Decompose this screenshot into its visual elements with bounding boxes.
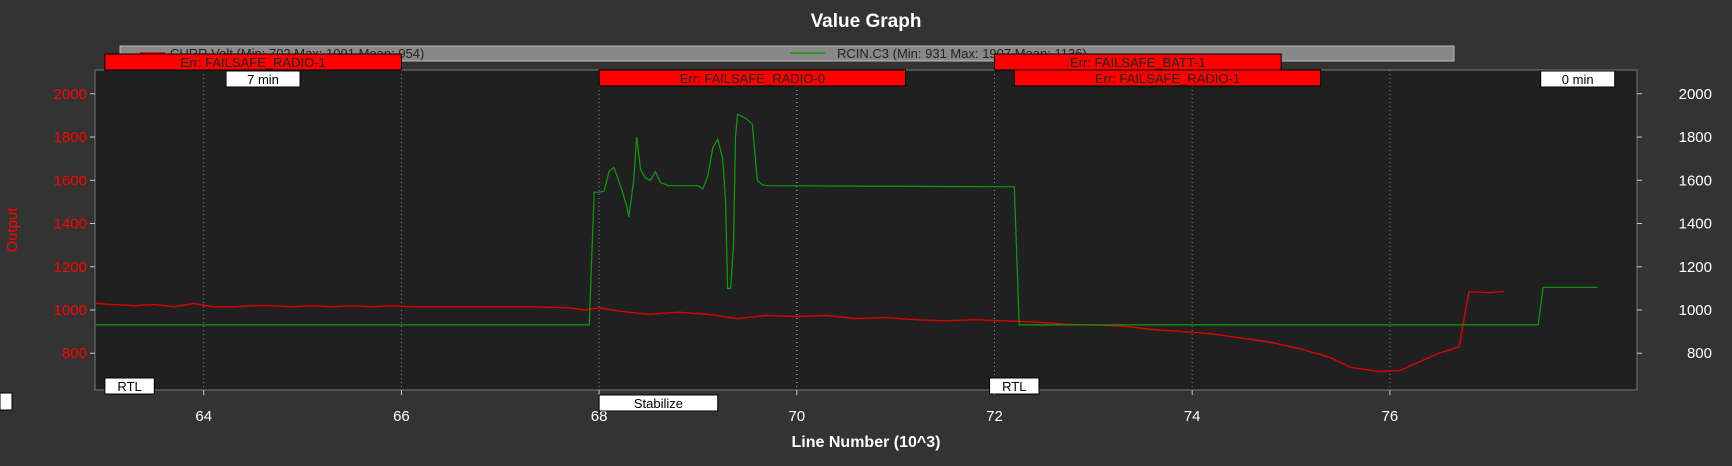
error-label: Err: FAILSAFE_RADIO-1 <box>181 55 326 70</box>
y-tick-label-left: 800 <box>62 345 87 362</box>
y-axis-label: Output <box>4 207 21 253</box>
x-tick-label: 66 <box>393 408 410 425</box>
y-tick-label-right: 1800 <box>1679 129 1712 146</box>
mode-label: Stabilize <box>634 396 683 411</box>
x-tick-label: 70 <box>788 408 805 425</box>
y-tick-label-right: 1200 <box>1679 259 1712 276</box>
error-label: Err: FAILSAFE_RADIO-1 <box>1095 71 1240 86</box>
error-label: Err: FAILSAFE_RADIO-0 <box>680 71 825 86</box>
error-label-box <box>1013 69 1322 87</box>
plot-area <box>94 69 1638 391</box>
x-tick-label: 68 <box>591 408 608 425</box>
y-tick-label-right: 2000 <box>1679 86 1712 103</box>
y-tick-label-right: 1600 <box>1679 172 1712 189</box>
x-tick-label: 76 <box>1382 408 1399 425</box>
y-tick-label-right: 1400 <box>1679 216 1712 233</box>
x-tick-label: 64 <box>195 408 212 425</box>
mode-label: RTL <box>117 379 141 394</box>
y-tick-label-left: 2000 <box>54 86 87 103</box>
time-label: 7 min <box>247 72 279 87</box>
series-line-curr-volt <box>94 290 1504 373</box>
time-label-box <box>225 70 301 88</box>
annotation-labels: Err: FAILSAFE_RADIO-1 Err: FAILSAFE_RADIO… <box>104 53 1616 412</box>
y-axis-right: 2000 1800 1600 1400 1200 1000 800 <box>1637 86 1712 362</box>
error-label-box <box>598 69 907 87</box>
time-label-box <box>1540 70 1616 88</box>
y-tick-label-right: 1000 <box>1679 302 1712 319</box>
series-line-rcin-c3 <box>95 113 1598 326</box>
y-axis-left: 2000 1800 1600 1400 1200 1000 800 <box>54 86 95 362</box>
partial-mode-label <box>0 392 13 411</box>
y-tick-label-left: 1800 <box>54 129 87 146</box>
error-label-box <box>104 53 402 71</box>
x-axis: 64 66 68 70 72 74 76 <box>195 390 1398 425</box>
x-tick-label: 74 <box>1184 408 1201 425</box>
error-label: Err: FAILSAFE_BATT-1 <box>1070 55 1206 70</box>
time-label: 0 min <box>1562 72 1594 87</box>
y-tick-label-left: 1200 <box>54 259 87 276</box>
y-tick-label-right: 800 <box>1687 345 1712 362</box>
mode-label: RTL <box>1002 379 1026 394</box>
x-tick-label: 72 <box>986 408 1003 425</box>
chart-title: Value Graph <box>811 11 922 32</box>
y-tick-label-left: 1400 <box>54 216 87 233</box>
mode-label-box <box>989 377 1040 395</box>
mode-label-box <box>598 394 719 412</box>
y-tick-label-left: 1000 <box>54 302 87 319</box>
y-tick-label-left: 1600 <box>54 172 87 189</box>
x-axis-label: Line Number (10^3) <box>792 434 941 451</box>
mode-label-box <box>104 377 155 395</box>
